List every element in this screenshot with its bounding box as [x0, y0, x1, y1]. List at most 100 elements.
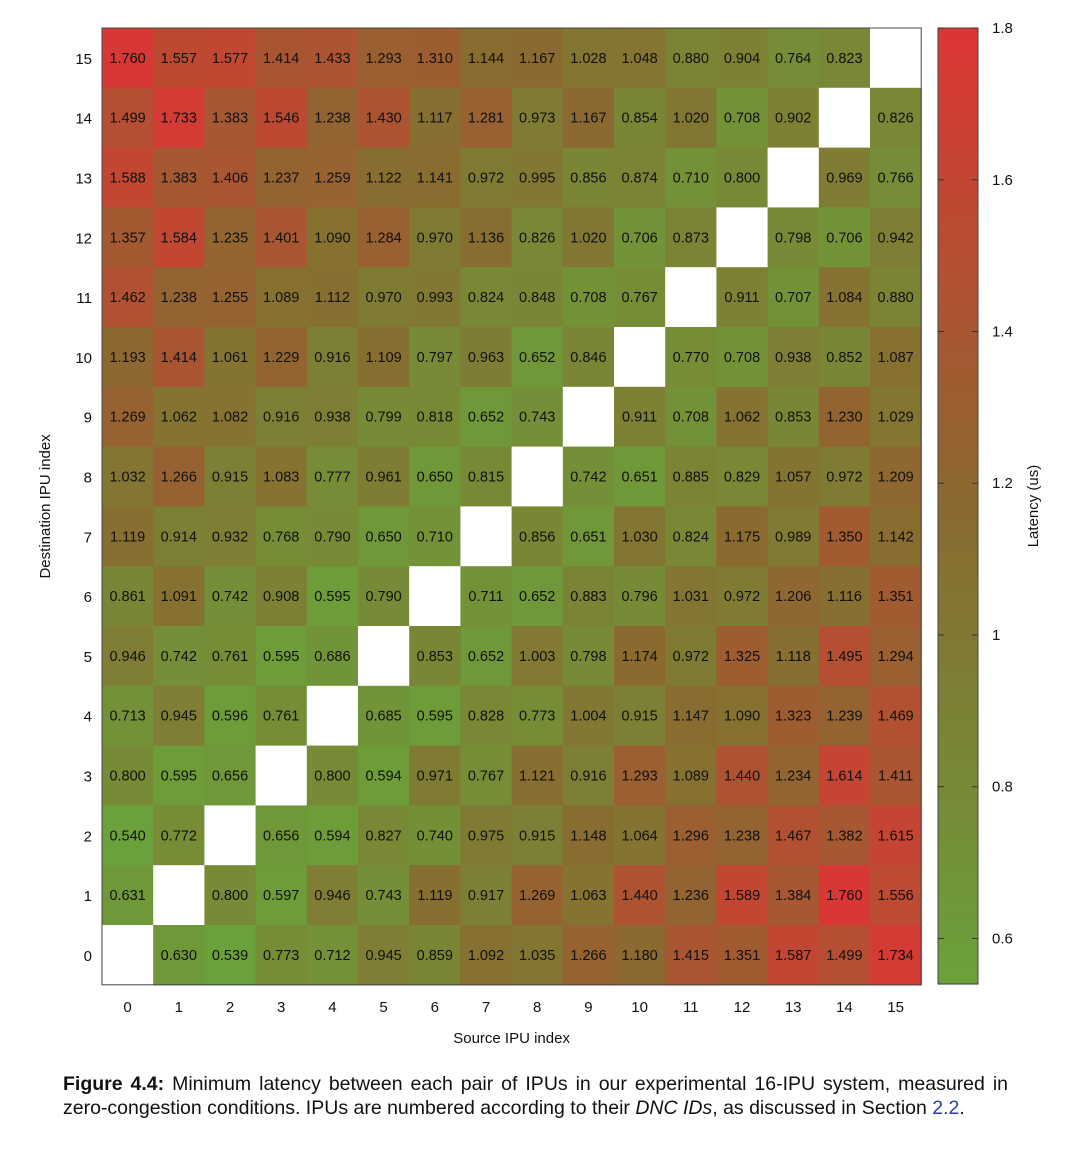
- cell-value-label: 1.238: [161, 290, 197, 306]
- colorbar-segment: [938, 163, 978, 172]
- cell-value-label: 0.885: [673, 470, 709, 486]
- colorbar-segment: [938, 840, 978, 850]
- colorbar-segment: [938, 75, 978, 85]
- cell-value-label: 1.440: [724, 769, 760, 785]
- heatmap-cell: [358, 28, 410, 89]
- heatmap-cell: [306, 207, 359, 268]
- cell-value-label: 1.020: [570, 230, 606, 246]
- x-tick-label: 4: [328, 999, 336, 1016]
- heatmap-cell: [511, 267, 564, 328]
- heatmap-cell: [409, 446, 461, 507]
- colorbar-segment: [938, 28, 978, 37]
- cell-value-label: 1.147: [673, 709, 709, 725]
- cell-value-label: 1.440: [621, 888, 657, 904]
- colorbar-segment: [938, 641, 978, 650]
- heatmap-cell: [255, 626, 308, 687]
- heatmap-cell: [204, 925, 257, 986]
- cell-value-label: 1.141: [417, 171, 453, 187]
- cell-value-label: 0.742: [212, 589, 248, 605]
- cell-value-label: 1.061: [212, 350, 248, 366]
- colorbar-segment: [938, 633, 978, 643]
- colorbar-segment: [938, 354, 978, 364]
- colorbar-segment: [938, 498, 978, 507]
- heatmap-cell: [460, 566, 513, 627]
- cell-value-label: 1.414: [161, 350, 197, 366]
- colorbar-segment: [938, 282, 978, 292]
- cell-value-label: 0.595: [263, 649, 299, 665]
- colorbar-segment: [938, 697, 978, 706]
- x-tick-label: 14: [836, 999, 853, 1016]
- heatmap-cell: [665, 626, 717, 687]
- colorbar-segment: [938, 370, 978, 380]
- heatmap-cell: [102, 87, 154, 149]
- heatmap-cell: [306, 626, 359, 687]
- cell-value-label: 0.713: [109, 709, 145, 725]
- colorbar-segment: [938, 713, 978, 722]
- colorbar-segment: [938, 482, 978, 491]
- cell-value-label: 0.710: [673, 171, 709, 187]
- cell-value-label: 0.799: [365, 410, 401, 426]
- cell-value-label: 0.975: [468, 828, 504, 844]
- cell-value-label: 0.777: [314, 470, 350, 486]
- cell-value-label: 0.942: [877, 230, 913, 246]
- cell-value-label: 0.597: [263, 888, 299, 904]
- heatmap-cell: [716, 745, 769, 806]
- colorbar-segment: [938, 155, 978, 165]
- caption-section-link[interactable]: 2.2: [932, 1097, 960, 1119]
- heatmap-cell: [665, 87, 717, 149]
- heatmap-cell: [409, 327, 461, 388]
- cell-value-label: 0.742: [570, 470, 606, 486]
- colorbar-segment: [938, 123, 978, 133]
- colorbar-segment: [938, 657, 978, 666]
- colorbar-segment: [938, 386, 978, 396]
- heatmap-cell: [460, 626, 513, 687]
- x-tick-label: 9: [584, 999, 592, 1016]
- colorbar-segment: [938, 521, 978, 531]
- heatmap-cell: [870, 626, 922, 687]
- cell-value-label: 1.142: [877, 529, 913, 545]
- cell-value-label: 1.167: [570, 111, 606, 127]
- heatmap-cell: [153, 28, 205, 89]
- heatmap-cell: [409, 745, 461, 806]
- caption-text-end: .: [959, 1097, 965, 1119]
- heatmap-cell: [665, 745, 717, 806]
- heatmap-cell: [716, 506, 769, 567]
- heatmap-cell: [409, 626, 461, 687]
- heatmap-cell: [511, 386, 564, 448]
- colorbar-segment: [938, 888, 978, 897]
- colorbar-segment: [938, 434, 978, 443]
- heatmap-cell: [460, 386, 513, 448]
- colorbar-tick-label: 1.4: [992, 323, 1013, 340]
- colorbar-segment: [938, 314, 978, 324]
- colorbar-segment: [938, 537, 978, 547]
- y-tick-label: 12: [75, 230, 92, 247]
- cell-value-label: 0.595: [314, 589, 350, 605]
- cell-value-label: 1.118: [776, 649, 811, 665]
- cell-value-label: 1.206: [775, 589, 811, 605]
- cell-value-label: 0.902: [775, 111, 811, 127]
- cell-value-label: 0.772: [161, 828, 197, 844]
- heatmap-cell: [511, 147, 564, 208]
- heatmap-cell: [614, 925, 666, 986]
- colorbar-segment: [938, 290, 978, 300]
- heatmap-cell: [153, 446, 205, 507]
- cell-value-label: 0.904: [724, 51, 760, 67]
- heatmap-cell: [204, 685, 257, 747]
- heatmap-cell: [511, 745, 564, 806]
- heatmap-cell: [818, 267, 871, 328]
- colorbar-segment: [938, 737, 978, 746]
- cell-value-label: 1.415: [673, 948, 709, 964]
- y-tick-label: 10: [75, 350, 92, 367]
- diagonal-cell: [767, 147, 820, 208]
- colorbar-segment: [938, 952, 978, 961]
- heatmap-cell: [153, 805, 205, 866]
- heatmap-cell: [767, 925, 820, 986]
- heatmap-cell: [409, 506, 461, 567]
- heatmap-cell: [306, 745, 359, 806]
- colorbar-segment: [938, 99, 978, 109]
- cell-value-label: 1.614: [826, 769, 862, 785]
- heatmap-cell: [665, 805, 717, 866]
- cell-value-label: 0.883: [570, 589, 606, 605]
- heatmap-cell: [306, 87, 359, 149]
- colorbar-segment: [938, 601, 978, 611]
